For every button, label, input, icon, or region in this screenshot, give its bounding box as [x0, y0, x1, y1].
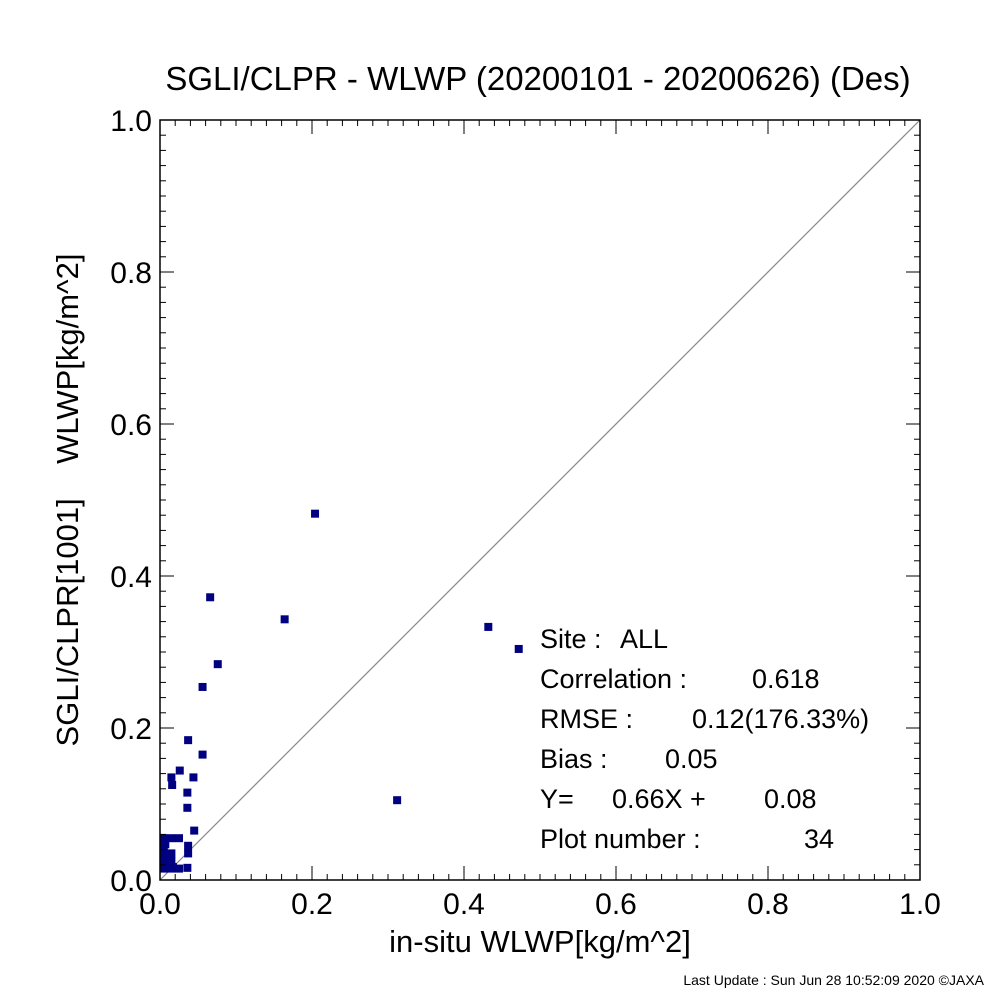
- x-tick-label: 1.0: [899, 888, 941, 921]
- x-tick-label: 0.0: [139, 888, 181, 921]
- data-point: [184, 849, 193, 858]
- footer-last-update: Last Update : Sun Jun 28 10:52:09 2020 ©…: [683, 972, 984, 988]
- data-point: [167, 849, 176, 858]
- data-point: [167, 773, 176, 782]
- data-point: [167, 834, 176, 843]
- stats-value: 0.618: [752, 664, 820, 694]
- stats-value: 34: [804, 824, 834, 854]
- x-axis-label: in-situ WLWP[kg/m^2]: [389, 924, 691, 959]
- data-point: [168, 863, 177, 872]
- stats-label: Y=: [540, 784, 574, 814]
- stats-label: Site :: [540, 624, 602, 654]
- y-tick-label: 0.8: [110, 257, 152, 290]
- y-tick-label: 0.4: [110, 561, 152, 594]
- data-point: [198, 750, 207, 759]
- one-to-one-line: [159, 119, 921, 881]
- data-point: [183, 788, 192, 797]
- y-tick-label: 1.0: [110, 105, 152, 138]
- data-point: [393, 796, 402, 805]
- data-point: [183, 863, 192, 872]
- data-point: [161, 855, 170, 864]
- data-point: [190, 826, 199, 835]
- x-tick-label: 0.2: [291, 888, 333, 921]
- data-point: [159, 864, 168, 873]
- data-point: [184, 736, 193, 745]
- x-tick-label: 0.8: [747, 888, 789, 921]
- stats-value: 0.05: [665, 744, 718, 774]
- stats-value: 0.08: [764, 784, 817, 814]
- stats-label: RMSE :: [540, 704, 633, 734]
- stats-label: Bias :: [540, 744, 608, 774]
- data-point: [206, 593, 215, 602]
- data-point: [213, 660, 222, 669]
- data-point: [484, 622, 493, 631]
- y-tick-label: 0.0: [110, 865, 152, 898]
- data-point: [183, 803, 192, 812]
- data-point: [175, 766, 184, 775]
- stats-value: ALL: [620, 624, 668, 654]
- data-point: [175, 864, 183, 873]
- data-point: [159, 849, 168, 858]
- data-point: [184, 841, 193, 850]
- y-tick-label: 0.6: [110, 409, 152, 442]
- x-tick-label: 0.4: [443, 888, 485, 921]
- stats-value: 0.66X +: [612, 784, 706, 814]
- data-point: [514, 644, 523, 653]
- data-point: [175, 834, 183, 843]
- data-point: [168, 781, 177, 789]
- data-point: [311, 509, 320, 518]
- y-tick-label: 0.2: [110, 713, 152, 746]
- data-point: [189, 773, 198, 782]
- data-point: [280, 615, 289, 624]
- chart-title: SGLI/CLPR - WLWP (20200101 - 20200626) (…: [165, 60, 910, 97]
- stats-value: 0.12(176.33%): [692, 704, 869, 734]
- data-point: [198, 682, 207, 691]
- stats-label: Correlation :: [540, 664, 687, 694]
- x-tick-label: 0.6: [595, 888, 637, 921]
- y-axis-label: SGLI/CLPR[1001] WLWP[kg/m^2]: [50, 254, 85, 747]
- stats-label: Plot number :: [540, 824, 701, 854]
- data-point: [161, 840, 170, 849]
- data-point: [159, 834, 168, 843]
- data-point: [167, 857, 176, 865]
